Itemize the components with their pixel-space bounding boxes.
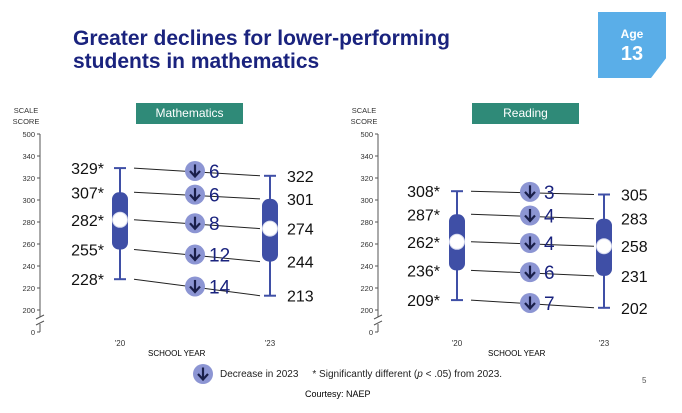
- panel1-label-2020: 307*: [71, 185, 104, 202]
- panel1-label-2023: 301: [287, 192, 314, 209]
- panel1-decline-value: 12: [209, 246, 230, 267]
- panel1-decline-arrow-head: [189, 193, 201, 202]
- panel1-decline-value: 6: [209, 186, 220, 207]
- significance-note-post: < .05) from 2023.: [422, 368, 503, 380]
- panel2-label-2020: 308*: [407, 184, 440, 201]
- panel1-decline-arrow-head: [189, 285, 201, 294]
- age-label: Age: [620, 27, 644, 41]
- panel2-y-tick-label: 0: [369, 328, 373, 337]
- panel1-label-2020: 255*: [71, 243, 104, 260]
- panel1-decline-arrow-head: [189, 222, 201, 231]
- panel1-decline-arrow-head: [189, 170, 201, 179]
- panel1-label-2023: 322: [287, 169, 314, 186]
- panel1-y-tick-label: 260: [22, 240, 35, 249]
- panel1-xlabel: SCHOOL YEAR: [148, 349, 206, 358]
- panel2-decline-arrow-head: [524, 271, 536, 280]
- panel1-label-2023: 274: [287, 222, 314, 239]
- panel2-y-tick-label: 280: [360, 218, 373, 227]
- panel2-median-marker-2020: [449, 233, 465, 250]
- panel2-y-tick-label: 500: [360, 130, 373, 139]
- panel1-y-tick-label: 300: [22, 196, 35, 205]
- panel2-median-marker-2023: [596, 238, 612, 255]
- panel2-ylabel-line: SCORE: [351, 117, 378, 126]
- panel1-ylabel-line: SCORE: [13, 117, 40, 126]
- panel2-label-2020: 262*: [407, 235, 440, 252]
- panel2-decline-arrow-head: [524, 191, 536, 199]
- panel1-ylabel-line: SCALE: [14, 106, 39, 115]
- panel2-axis-break: [373, 314, 383, 326]
- panel2-y-tick-label: 200: [360, 306, 373, 315]
- panel2-label-2020: 287*: [407, 207, 440, 224]
- panel2-label-2023: 258: [621, 239, 648, 256]
- panel1-label-2023: 213: [287, 289, 314, 306]
- panel1-y-tick-label: 200: [22, 306, 35, 315]
- title-line-2: students in mathematics: [73, 50, 320, 73]
- title-line-1: Greater declines for lower-performing: [73, 27, 450, 50]
- decrease-arrow-icon: [193, 364, 213, 384]
- panel2-y-tick-label: 240: [360, 262, 373, 271]
- panel-tag-reading: Reading: [472, 103, 579, 124]
- panel2-y-tick-label: 300: [360, 196, 373, 205]
- panel2-label-2020: 236*: [407, 263, 440, 280]
- panel1-y-tick-label: 0: [31, 328, 35, 337]
- panel1-decline-value: 8: [209, 214, 220, 235]
- panel2-ylabel-line: SCALE: [352, 106, 377, 115]
- panel1-decline-value: 6: [209, 162, 220, 183]
- panel1-axis-break: [35, 314, 45, 326]
- panel1-y-tick-label: 340: [22, 152, 35, 161]
- slide-title: Greater declines for lower-performing st…: [73, 27, 543, 73]
- panel2-decline-arrow-head: [524, 242, 536, 251]
- panel2-label-2020: 209*: [407, 293, 440, 310]
- courtesy-note: Courtesy: NAEP: [305, 389, 371, 399]
- panel2-xlabel: SCHOOL YEAR: [488, 349, 546, 358]
- panel1-y-tick-label: 320: [22, 174, 35, 183]
- legend: Decrease in 2023 * Significantly differe…: [192, 363, 502, 385]
- significance-note-pre: * Significantly different (: [312, 368, 418, 380]
- panel2-y-tick-label: 220: [360, 284, 373, 293]
- panel2-decline-arrow-head: [524, 302, 536, 311]
- panel2-label-2023: 231: [621, 269, 648, 286]
- panel2-y-tick-label: 340: [360, 152, 373, 161]
- panel1-y-tick-label: 280: [22, 218, 35, 227]
- panel1-median-marker-2020: [112, 211, 128, 228]
- significance-note: * Significantly different (p < .05) from…: [312, 369, 502, 380]
- panel2-decline-value: 6: [544, 263, 555, 284]
- panel1-label-2023: 244: [287, 255, 314, 272]
- panel1-y-tick-label: 220: [22, 284, 35, 293]
- panel1-label-2020: 282*: [71, 213, 104, 230]
- significance-note-p: p: [417, 368, 423, 380]
- panel2-label-2023: 202: [621, 301, 648, 318]
- panel1-decline-arrow-head: [189, 253, 201, 262]
- panel2-y-tick-label: 320: [360, 174, 373, 183]
- panel2-x-label-2020: '20: [452, 339, 463, 348]
- panel-tag-mathematics: Mathematics: [136, 103, 243, 124]
- age-badge: Age 13: [598, 12, 666, 78]
- panel2-decline-value: 7: [544, 294, 555, 315]
- panel2-decline-value: 4: [544, 234, 555, 255]
- panel2-decline-value: 3: [544, 183, 555, 204]
- panel2-decline-arrow-head: [524, 214, 536, 223]
- panel1-x-label-2020: '20: [115, 339, 126, 348]
- panel2-label-2023: 305: [621, 188, 648, 205]
- page-number: 5: [642, 376, 647, 385]
- panel2-x-label-2023: '23: [599, 339, 610, 348]
- legend-label: Decrease in 2023: [220, 368, 299, 380]
- panel1-decline-value: 14: [209, 277, 231, 298]
- panel1-x-label-2023: '23: [265, 339, 276, 348]
- panel2-y-tick-label: 260: [360, 240, 373, 249]
- panel2-decline-value: 4: [544, 207, 555, 228]
- panel1-median-marker-2023: [262, 220, 278, 237]
- panel2-label-2023: 283: [621, 212, 648, 229]
- panel1-y-tick-label: 500: [22, 130, 35, 139]
- panel1-label-2020: 228*: [71, 272, 104, 289]
- panel1-y-tick-label: 240: [22, 262, 35, 271]
- age-value: 13: [620, 43, 644, 65]
- panel1-label-2020: 329*: [71, 161, 104, 178]
